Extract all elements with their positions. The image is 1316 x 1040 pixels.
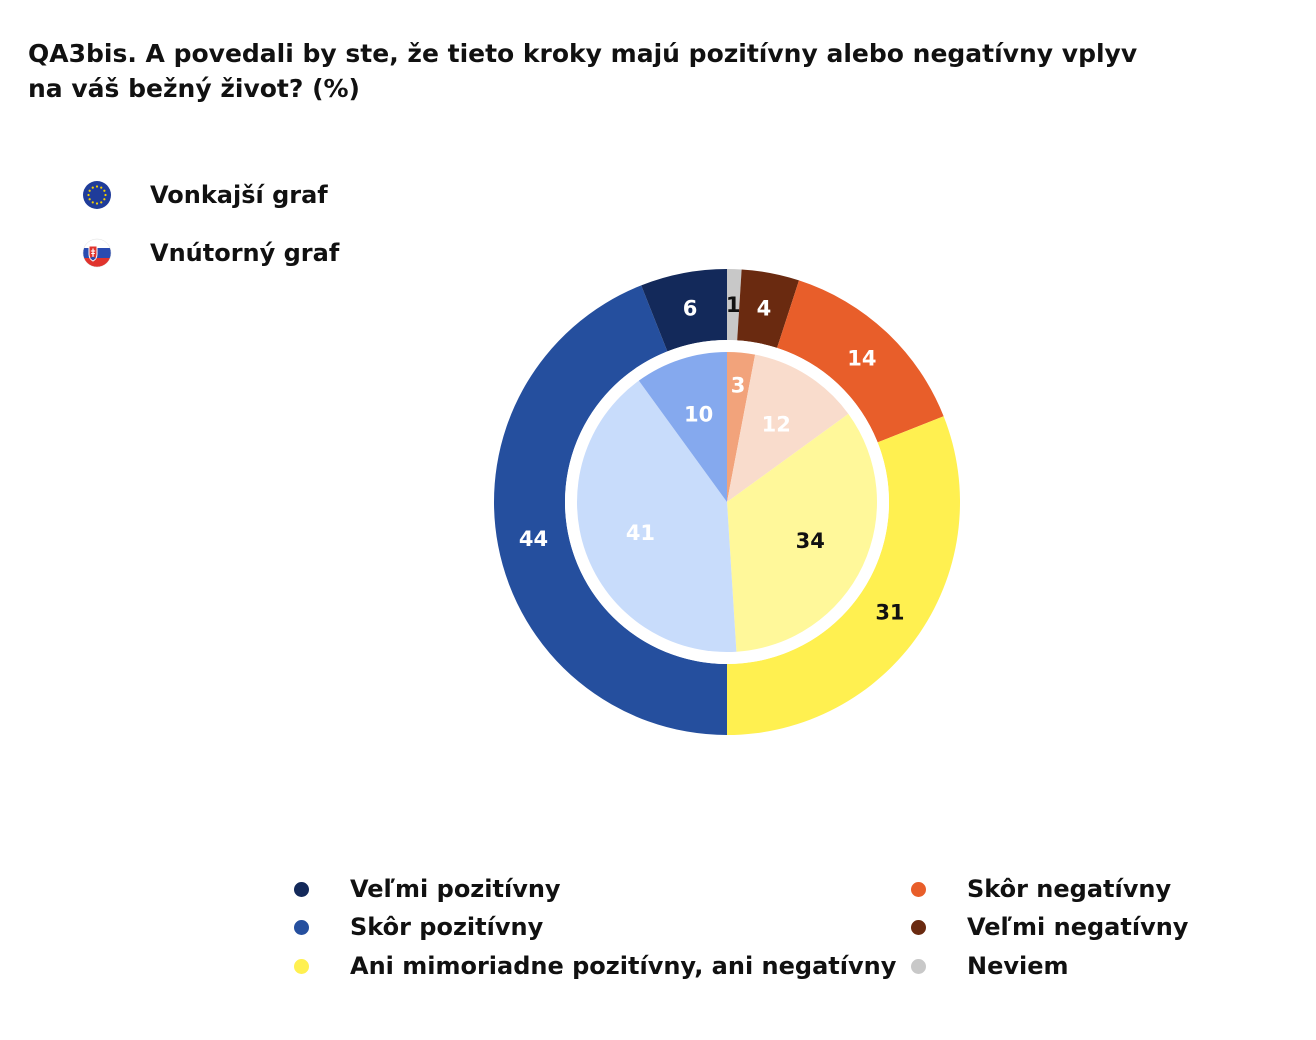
legend-label: Neviem bbox=[967, 952, 1069, 980]
outer-ring-segment-2 bbox=[727, 416, 960, 735]
inner-ring-segment-3 bbox=[727, 354, 849, 502]
legend-swatch bbox=[911, 959, 926, 974]
eu-flag-icon bbox=[83, 181, 111, 209]
outer-ring-label-0: 6 bbox=[683, 296, 698, 320]
inner-ring-segment-0 bbox=[638, 352, 727, 502]
outer-ring-label-4: 4 bbox=[757, 296, 772, 320]
category-legend: Veľmi pozitívny Skôr pozitívny Ani mimor… bbox=[0, 872, 1316, 992]
inner-ring-label-1: 41 bbox=[626, 521, 655, 545]
outer-ring-label-5: 1 bbox=[726, 293, 741, 317]
legend-label: Veľmi negatívny bbox=[967, 913, 1189, 941]
legend-swatch bbox=[911, 920, 926, 935]
legend-swatch bbox=[911, 882, 926, 897]
legend-label: Veľmi pozitívny bbox=[350, 875, 561, 903]
series-legend-inner-label: Vnútorný graf bbox=[150, 239, 340, 267]
series-legend-outer-label: Vonkajší graf bbox=[150, 181, 328, 209]
outer-ring-label-1: 44 bbox=[519, 527, 548, 551]
legend-label: Skôr negatívny bbox=[967, 875, 1172, 903]
outer-ring-segment-5 bbox=[727, 269, 742, 341]
inner-ring-segment-2 bbox=[727, 413, 877, 652]
legend-label: Ani mimoriadne pozitívny, ani negatívny bbox=[350, 952, 897, 980]
outer-ring-segment-0 bbox=[641, 269, 727, 352]
slovakia-flag-icon bbox=[82, 238, 112, 268]
inner-ring-label-2: 34 bbox=[796, 529, 825, 553]
outer-ring-label-2: 31 bbox=[875, 601, 904, 625]
inner-ring-label-3: 12 bbox=[762, 412, 791, 436]
chart-title-line-1: QA3bis. A povedali by ste, že tieto krok… bbox=[28, 39, 1138, 68]
inner-ring-label-0: 10 bbox=[684, 403, 713, 427]
chart-title-line-2: na váš bežný život? (%) bbox=[28, 74, 360, 103]
chart-title: QA3bis. A povedali by ste, že tieto krok… bbox=[28, 36, 1208, 106]
outer-ring-segment-1 bbox=[494, 285, 727, 735]
legend-label: Skôr pozitívny bbox=[350, 913, 544, 941]
legend-swatch bbox=[294, 920, 309, 935]
inner-ring-segment-4 bbox=[727, 352, 756, 502]
inner-ring-label-4: 3 bbox=[731, 374, 746, 398]
inner-ring-segment-1 bbox=[577, 380, 737, 652]
outer-ring-label-3: 14 bbox=[847, 346, 876, 370]
legend-swatch bbox=[294, 959, 309, 974]
outer-ring-segment-4 bbox=[737, 269, 800, 348]
legend-swatch bbox=[294, 882, 309, 897]
outer-ring-segment-3 bbox=[777, 280, 944, 443]
